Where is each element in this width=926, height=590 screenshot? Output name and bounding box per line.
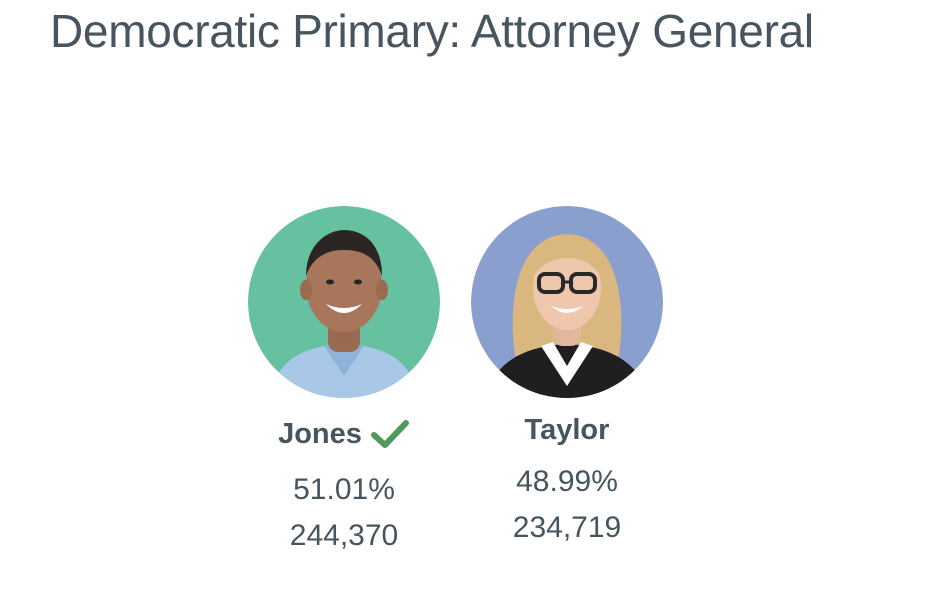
- candidate-votes: 234,719: [512, 511, 622, 544]
- checkmark-icon: [370, 420, 409, 448]
- candidate-photo-taylor: [471, 206, 663, 398]
- candidate-name: Jones: [278, 417, 362, 450]
- candidate-card-taylor[interactable]: Taylor 48.99% 234,719: [457, 206, 677, 546]
- race-title: Democratic Primary: Attorney General: [50, 5, 814, 57]
- candidate-votes: 244,370: [289, 519, 399, 552]
- candidate-card-jones[interactable]: Jones 51.01% 244,370: [234, 206, 454, 554]
- candidate-name: Taylor: [524, 413, 610, 446]
- candidate-name-row-jones: Jones: [234, 414, 454, 454]
- candidate-percent: 51.01%: [293, 473, 395, 506]
- candidate-name-row-taylor: Taylor: [457, 410, 677, 450]
- candidate-percent: 48.99%: [516, 465, 618, 498]
- candidate-photo-jones: [248, 206, 440, 398]
